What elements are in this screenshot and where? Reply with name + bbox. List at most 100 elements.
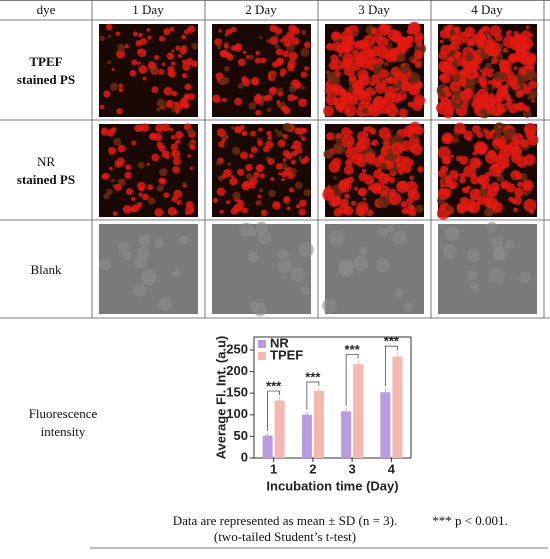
cell (346, 26, 351, 31)
row-label: Fluorescence (29, 406, 98, 421)
cell (253, 171, 260, 178)
cell (122, 204, 132, 214)
cell (523, 42, 530, 48)
cell (357, 69, 369, 81)
header-cell: 3 Day (358, 2, 390, 17)
cell (388, 188, 397, 196)
cell (345, 146, 359, 160)
cell (163, 86, 173, 96)
cell (401, 63, 405, 67)
cell (283, 39, 292, 48)
cell (483, 43, 495, 55)
cell (298, 98, 307, 108)
cell (504, 83, 509, 89)
cell (229, 177, 238, 186)
cell (414, 32, 424, 42)
cell (491, 201, 503, 213)
cell (191, 42, 199, 50)
cell (479, 69, 483, 73)
cell (499, 59, 510, 70)
cell (366, 137, 370, 142)
cell (267, 135, 273, 141)
cell (99, 258, 112, 271)
row-label: stained PS (17, 172, 75, 187)
cell (234, 44, 242, 52)
cell (414, 61, 422, 69)
cell (401, 207, 408, 215)
cell (186, 127, 195, 136)
cell (215, 72, 224, 81)
cell (171, 195, 178, 203)
cell (478, 187, 488, 197)
cell (132, 31, 138, 37)
cell (257, 230, 272, 245)
cell (113, 137, 122, 146)
cell (479, 108, 487, 115)
cell (237, 82, 244, 89)
cell (363, 126, 369, 133)
x-tick-label: 3 (349, 461, 356, 476)
cell (168, 127, 173, 132)
cell (248, 102, 257, 110)
cell (287, 93, 296, 102)
cell (101, 128, 108, 136)
y-tick-label: 200 (226, 363, 248, 378)
cell (506, 74, 518, 87)
cell (239, 124, 245, 130)
significance-bracket (345, 353, 359, 406)
cell (279, 68, 287, 76)
cell (494, 146, 499, 151)
micrograph (322, 121, 424, 218)
cell (225, 200, 231, 205)
cell (372, 90, 377, 95)
cell (167, 206, 177, 216)
cell (361, 107, 369, 114)
cell (245, 173, 253, 180)
cell (452, 136, 460, 144)
cell (338, 53, 343, 57)
row-label: TPEF (29, 54, 62, 69)
cell (407, 101, 414, 108)
cell (517, 181, 523, 188)
cell (517, 89, 525, 97)
cell (276, 130, 283, 138)
cell (189, 207, 195, 213)
cell (243, 131, 247, 135)
cell (322, 188, 335, 201)
cell (138, 192, 143, 197)
significance: *** (345, 342, 361, 357)
cell (443, 25, 451, 33)
cell (262, 95, 269, 102)
cell (232, 191, 241, 201)
cell (288, 24, 297, 34)
cell (290, 159, 296, 165)
cell (303, 41, 311, 49)
cell (159, 35, 165, 42)
micrograph (436, 24, 538, 119)
cell (491, 57, 498, 65)
cell (459, 128, 466, 134)
cell (184, 83, 192, 91)
cell (525, 129, 536, 140)
cell (493, 71, 503, 81)
cell (285, 201, 289, 205)
cell (489, 25, 502, 37)
cell (122, 250, 132, 260)
cell (386, 224, 396, 233)
cell (504, 239, 514, 250)
bar (301, 414, 312, 458)
cell (326, 132, 335, 141)
cell (528, 89, 538, 99)
cell (170, 143, 178, 151)
cell (374, 82, 387, 94)
cell (116, 108, 123, 115)
cell (388, 176, 396, 184)
legend-swatch (258, 340, 266, 348)
cell (440, 73, 452, 84)
cell (500, 72, 508, 80)
cell (155, 123, 165, 133)
cell (497, 85, 509, 97)
cell (490, 181, 500, 191)
cell (491, 237, 504, 250)
cell (343, 165, 354, 175)
